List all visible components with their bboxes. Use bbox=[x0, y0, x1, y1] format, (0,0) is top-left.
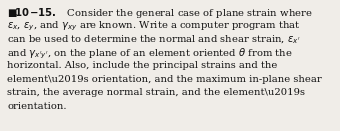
Text: orientation.: orientation. bbox=[7, 102, 67, 111]
Text: $\blacksquare\!\mathbf{10\!-\!15.}$   Consider the general case of plane strain : $\blacksquare\!\mathbf{10\!-\!15.}$ Cons… bbox=[7, 6, 313, 20]
Text: strain, the average normal strain, and the element\u2019s: strain, the average normal strain, and t… bbox=[7, 88, 305, 97]
Text: can be used to determine the normal and shear strain, $\epsilon_{x'}$: can be used to determine the normal and … bbox=[7, 33, 300, 46]
Text: element\u2019s orientation, and the maximum in-plane shear: element\u2019s orientation, and the maxi… bbox=[7, 75, 322, 83]
Text: and $\gamma_{x'y'}$, on the plane of an element oriented $\theta$ from the: and $\gamma_{x'y'}$, on the plane of an … bbox=[7, 47, 293, 61]
Text: horizontal. Also, include the principal strains and the: horizontal. Also, include the principal … bbox=[7, 61, 277, 70]
Text: $\epsilon_x$, $\epsilon_y$, and $\gamma_{xy}$ are known. Write a computer progra: $\epsilon_x$, $\epsilon_y$, and $\gamma_… bbox=[7, 20, 301, 33]
